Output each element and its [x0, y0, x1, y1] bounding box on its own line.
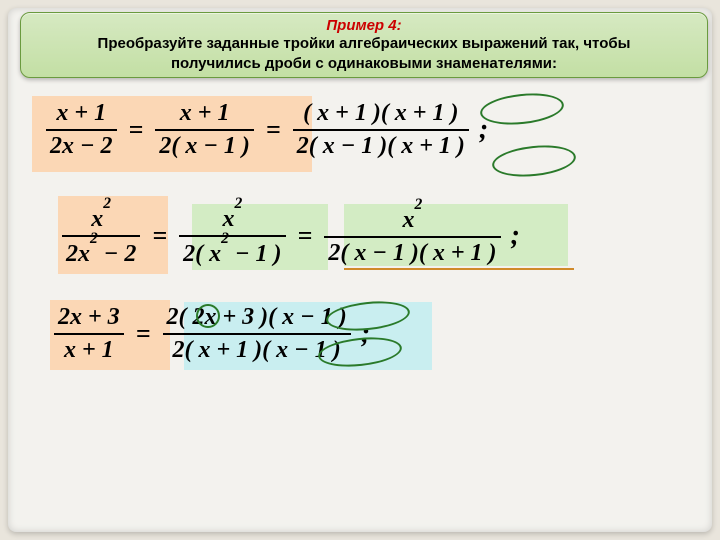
frac-den: 2( x − 1 )( x + 1 ): [293, 129, 469, 160]
equals-sign: =: [260, 115, 287, 145]
frac-r1-c: ( x + 1 )( x + 1 ) 2( x − 1 )( x + 1 ): [293, 100, 469, 160]
header-panel: Пример 4: Преобразуйте заданные тройки а…: [20, 12, 708, 78]
frac-den: 2( x2 − 1 ): [179, 235, 285, 268]
frac-r2-a: x2 2x2 − 2: [62, 204, 140, 268]
frac-num: ( x + 1 )( x + 1 ): [293, 100, 469, 129]
frac-num: x + 1: [46, 100, 117, 129]
ellipse-row3-two: [196, 304, 220, 328]
equals-sign: =: [146, 221, 173, 251]
frac-den: 2( x − 1 ): [155, 129, 254, 160]
ellipse-row1-num: [479, 90, 566, 129]
frac-num: 2( 2x + 3 )( x − 1 ): [163, 304, 351, 333]
equals-sign: =: [292, 221, 319, 251]
frac-num: x2: [324, 205, 500, 236]
frac-num: x2: [179, 204, 285, 235]
frac-r3-a: 2x + 3 x + 1: [54, 304, 124, 364]
frac-r2-b: x2 2( x2 − 1 ): [179, 204, 285, 268]
frac-num: x2: [62, 204, 140, 235]
equation-row-2: x2 2x2 − 2 = x2 2( x2 − 1 ) = x2 2( x − …: [62, 204, 520, 268]
underline-row2: [344, 268, 574, 270]
slide-frame: Пример 4: Преобразуйте заданные тройки а…: [8, 8, 712, 532]
frac-r1-a: x + 1 2x − 2: [46, 100, 117, 160]
header-line2: получились дроби с одинаковыми знаменате…: [41, 54, 687, 74]
frac-den: 2x2 − 2: [62, 235, 140, 268]
equation-row-1: x + 1 2x − 2 = x + 1 2( x − 1 ) = ( x + …: [46, 100, 488, 160]
header-line1: Преобразуйте заданные тройки алгебраичес…: [41, 34, 687, 54]
frac-r2-c: x2 2( x − 1 )( x + 1 ): [324, 205, 500, 267]
frac-den: x + 1: [54, 333, 124, 364]
example-label: Пример 4:: [41, 17, 687, 34]
frac-r1-b: x + 1 2( x − 1 ): [155, 100, 254, 160]
frac-den: 2x − 2: [46, 129, 117, 160]
frac-num: x + 1: [155, 100, 254, 129]
equals-sign: =: [130, 319, 157, 349]
frac-den: 2( x − 1 )( x + 1 ): [324, 236, 500, 267]
semicolon: ;: [507, 220, 520, 252]
equals-sign: =: [123, 115, 150, 145]
frac-num: 2x + 3: [54, 304, 124, 333]
ellipse-row1-den: [491, 142, 578, 181]
